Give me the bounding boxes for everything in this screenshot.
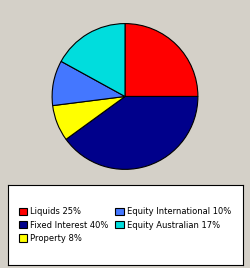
Wedge shape	[61, 24, 125, 96]
Legend: Liquids 25%, Fixed Interest 40%, Property 8%, Equity International 10%, Equity A: Liquids 25%, Fixed Interest 40%, Propert…	[15, 204, 235, 246]
Wedge shape	[125, 24, 198, 96]
Wedge shape	[53, 96, 125, 139]
Wedge shape	[66, 96, 198, 169]
Wedge shape	[52, 61, 125, 106]
